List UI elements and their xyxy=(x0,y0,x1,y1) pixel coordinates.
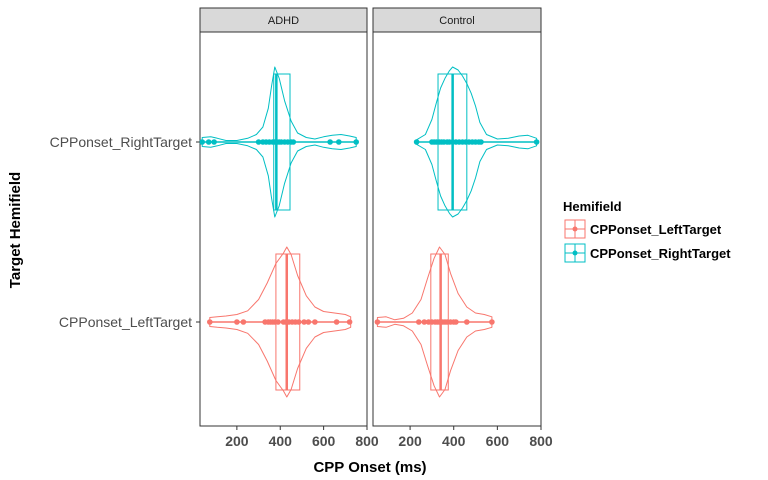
data-point xyxy=(478,139,484,145)
data-point xyxy=(290,139,297,145)
data-point xyxy=(533,139,540,145)
data-point xyxy=(346,319,353,325)
group-CPPonset_LeftTarget xyxy=(374,246,495,398)
group-CPPonset_LeftTarget xyxy=(207,246,353,398)
data-point xyxy=(489,319,495,325)
legend-entries: CPPonset_LeftTarget CPPonset_RightTarget xyxy=(564,219,731,263)
group-CPPonset_RightTarget xyxy=(413,66,540,218)
y-tick-label: CPPonset_RightTarget xyxy=(50,134,193,150)
data-point xyxy=(353,139,360,145)
data-point xyxy=(199,139,205,145)
legend-key-point xyxy=(572,226,578,232)
group-CPPonset_RightTarget xyxy=(199,66,360,218)
violin-outline xyxy=(201,66,357,218)
data-point xyxy=(333,319,340,325)
x-tick-label: 400 xyxy=(442,433,466,449)
x-tick-label: 400 xyxy=(269,433,293,449)
strip-label: Control xyxy=(439,15,474,27)
data-point xyxy=(416,319,422,325)
panel-control: Control 200 400 600 800 xyxy=(372,7,553,449)
legend: Hemifield CPPonset_LeftTarget CPPonset_Ri… xyxy=(563,199,731,263)
data-point xyxy=(305,319,312,325)
legend-key-point xyxy=(572,250,578,256)
data-point xyxy=(211,139,217,145)
y-tick-label: CPPonset_LeftTarget xyxy=(59,314,192,330)
strip-label: ADHD xyxy=(268,15,299,27)
legend-label: CPPonset_LeftTarget xyxy=(590,222,722,237)
data-point xyxy=(255,139,262,145)
legend-entry: CPPonset_LeftTarget xyxy=(564,219,722,239)
strip-background xyxy=(199,7,368,33)
x-tick-label: 600 xyxy=(486,433,510,449)
panel-border xyxy=(372,31,542,427)
data-point xyxy=(312,319,318,325)
data-point xyxy=(464,319,470,325)
x-tick-label: 800 xyxy=(355,433,379,449)
data-point xyxy=(421,319,428,325)
x-tick-label: 600 xyxy=(312,433,336,449)
violin-outline xyxy=(376,246,493,398)
panel-adhd: ADHD 200 400 600 800 xyxy=(199,7,379,449)
panel-border xyxy=(199,31,368,427)
panels-layer: ADHD 200 400 600 800 Control 200 400 600 800 CPPon… xyxy=(50,7,553,449)
data-point xyxy=(234,319,240,325)
x-axis-title: CPP Onset (ms) xyxy=(313,459,426,476)
y-axis-title: Target Hemifield xyxy=(7,172,24,288)
data-point xyxy=(327,139,333,145)
violin-outline xyxy=(416,66,538,218)
data-point xyxy=(275,319,281,325)
data-point xyxy=(374,319,381,325)
data-point xyxy=(240,319,247,325)
violin-outline xyxy=(209,246,352,398)
data-point xyxy=(295,319,302,325)
data-point xyxy=(453,319,459,325)
data-point xyxy=(413,139,420,145)
strip-background xyxy=(372,7,542,33)
data-point xyxy=(205,139,212,145)
data-point xyxy=(336,139,342,145)
x-tick-label: 200 xyxy=(225,433,249,449)
data-point xyxy=(301,319,307,325)
legend-label: CPPonset_RightTarget xyxy=(590,246,731,261)
data-point xyxy=(207,319,213,325)
legend-title: Hemifield xyxy=(563,199,622,214)
x-tick-label: 200 xyxy=(398,433,422,449)
legend-entry: CPPonset_RightTarget xyxy=(564,243,731,263)
x-tick-label: 800 xyxy=(529,433,553,449)
